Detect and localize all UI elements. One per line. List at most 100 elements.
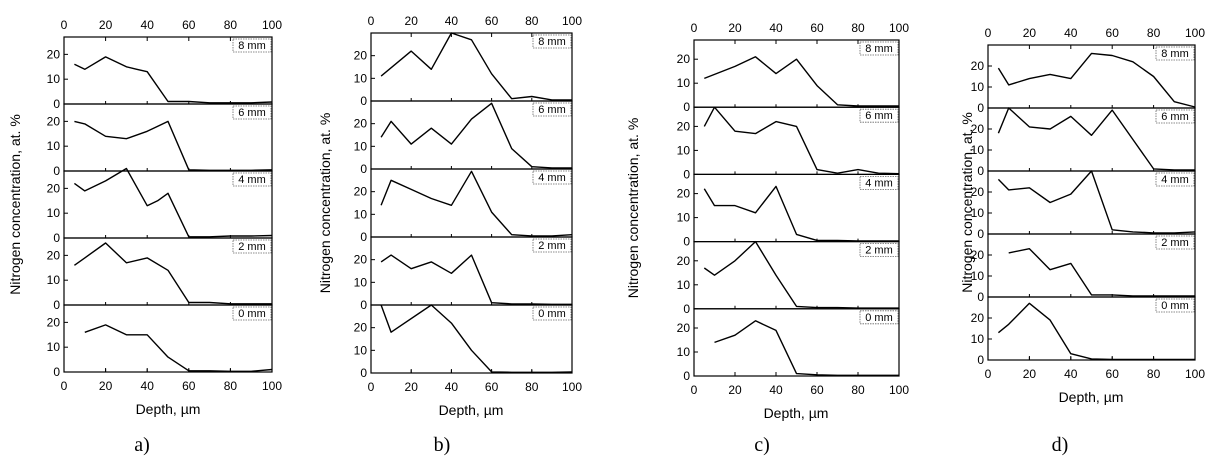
panel-label-box	[859, 175, 899, 190]
panel-4-mm: 0 10 20 4 mm	[677, 173, 900, 249]
panel-label-box	[1155, 46, 1195, 61]
x-tick-label-bottom: 40	[141, 379, 155, 393]
y-tick-label: 20	[677, 52, 691, 66]
y-tick-label: 20	[47, 47, 61, 61]
y-tick-label: 10	[677, 345, 691, 359]
panel-4-mm: 0 10 20 4 mm	[971, 170, 1196, 241]
panel-frame	[63, 304, 273, 373]
y-tick-label: 0	[53, 97, 60, 111]
series-line	[380, 102, 572, 169]
x-tick-label-bottom: 100	[1185, 367, 1205, 381]
x-tick-label-bottom: 0	[368, 380, 375, 394]
y-tick-label: 10	[971, 206, 985, 220]
y-tick-label: 20	[971, 59, 985, 73]
y-tick-label: 20	[354, 117, 368, 131]
y-tick-label: 10	[47, 139, 61, 153]
y-tick-label: 10	[47, 206, 61, 220]
x-tick-label-bottom: 0	[985, 367, 992, 381]
y-tick-label: 20	[354, 185, 368, 199]
panel-0-mm: 0 10 20 0 mm	[47, 304, 273, 379]
y-tick-label: 20	[354, 49, 368, 63]
series-line	[73, 242, 272, 305]
y-tick-label: 0	[977, 101, 984, 115]
x-tick-label-bottom: 100	[562, 380, 582, 394]
series-line	[704, 56, 899, 107]
panel-label: 8 mm	[1161, 48, 1189, 60]
y-tick-label: 20	[47, 114, 61, 128]
panel-label-box	[532, 170, 572, 185]
y-tick-label: 0	[977, 290, 984, 304]
panel-label-box	[232, 38, 272, 53]
caption-b: b)	[433, 434, 451, 456]
y-tick-label: 20	[47, 248, 61, 262]
series-line	[997, 170, 1196, 234]
y-tick-label: 10	[354, 207, 368, 221]
x-tick-label-top: 0	[368, 14, 375, 28]
y-tick-label: 0	[977, 227, 984, 241]
x-tick-label-top: 60	[485, 14, 499, 28]
series-line	[997, 107, 1195, 171]
x-tick-label-top: 80	[224, 18, 238, 32]
x-tick-label-bottom: 100	[889, 383, 909, 397]
caption-c: c)	[754, 434, 770, 456]
x-tick-label-top: 80	[851, 21, 865, 35]
x-tick-label-top: 100	[889, 21, 909, 35]
panel-frame	[370, 304, 573, 374]
y-axis-label: Nitrogen concentration, at. %	[317, 113, 333, 294]
panel-label-box	[859, 108, 899, 123]
y-tick-label: 10	[971, 332, 985, 346]
panel-6-mm: 0 10 20 6 mm	[677, 106, 900, 181]
x-tick-label-bottom: 80	[525, 380, 539, 394]
y-tick-label: 20	[971, 311, 985, 325]
y-tick-label: 10	[354, 139, 368, 153]
y-tick-label: 0	[683, 369, 690, 383]
y-tick-label: 0	[53, 164, 60, 178]
panel-2-mm: 0 10 20 2 mm	[354, 236, 573, 312]
y-tick-label: 20	[677, 254, 691, 268]
panel-label-box	[232, 105, 272, 120]
y-tick-label: 10	[677, 143, 691, 157]
y-tick-label: 10	[47, 72, 61, 86]
y-tick-label: 10	[677, 278, 691, 292]
y-tick-label: 10	[677, 76, 691, 90]
series-line	[84, 324, 273, 372]
panel-8-mm: 0 10 20 8 mm	[677, 39, 900, 114]
y-tick-label: 0	[977, 164, 984, 178]
y-tick-label: 10	[677, 211, 691, 225]
panel-label: 2 mm	[1161, 237, 1189, 249]
panel-label: 6 mm	[1161, 111, 1189, 123]
x-tick-label-bottom: 40	[769, 383, 783, 397]
panel-frame	[987, 296, 1196, 361]
panel-label-box	[1155, 109, 1195, 124]
series-line	[703, 185, 899, 242]
panel-label-box	[232, 306, 272, 321]
y-tick-label: 10	[971, 143, 985, 157]
x-tick-label-bottom: 60	[810, 383, 824, 397]
panel-label-box	[1155, 235, 1195, 250]
y-tick-label: 0	[360, 366, 367, 380]
caption-a: a)	[134, 434, 150, 456]
panel-label: 6 mm	[238, 107, 266, 119]
y-tick-label: 20	[47, 315, 61, 329]
y-tick-label: 0	[683, 100, 690, 114]
panel-4-mm: 0 10 20 4 mm	[47, 167, 273, 245]
y-tick-label: 20	[354, 321, 368, 335]
y-tick-label: 0	[683, 235, 690, 249]
y-tick-label: 0	[360, 94, 367, 108]
y-tick-label: 20	[971, 185, 985, 199]
x-tick-label-top: 0	[985, 26, 992, 40]
panel-0-mm: 0 10 20 0 mm	[354, 304, 573, 380]
x-tick-label-top: 40	[445, 14, 459, 28]
y-tick-label: 0	[977, 353, 984, 367]
y-tick-label: 0	[683, 167, 690, 181]
x-tick-label-top: 80	[525, 14, 539, 28]
y-tick-label: 10	[354, 343, 368, 357]
panel-label: 0 mm	[538, 308, 566, 320]
y-tick-label: 0	[683, 302, 690, 316]
y-tick-label: 10	[971, 269, 985, 283]
panel-label: 8 mm	[538, 36, 566, 48]
y-axis-label: Nitrogen concentration, at. %	[959, 112, 975, 293]
x-tick-label-top: 60	[810, 21, 824, 35]
